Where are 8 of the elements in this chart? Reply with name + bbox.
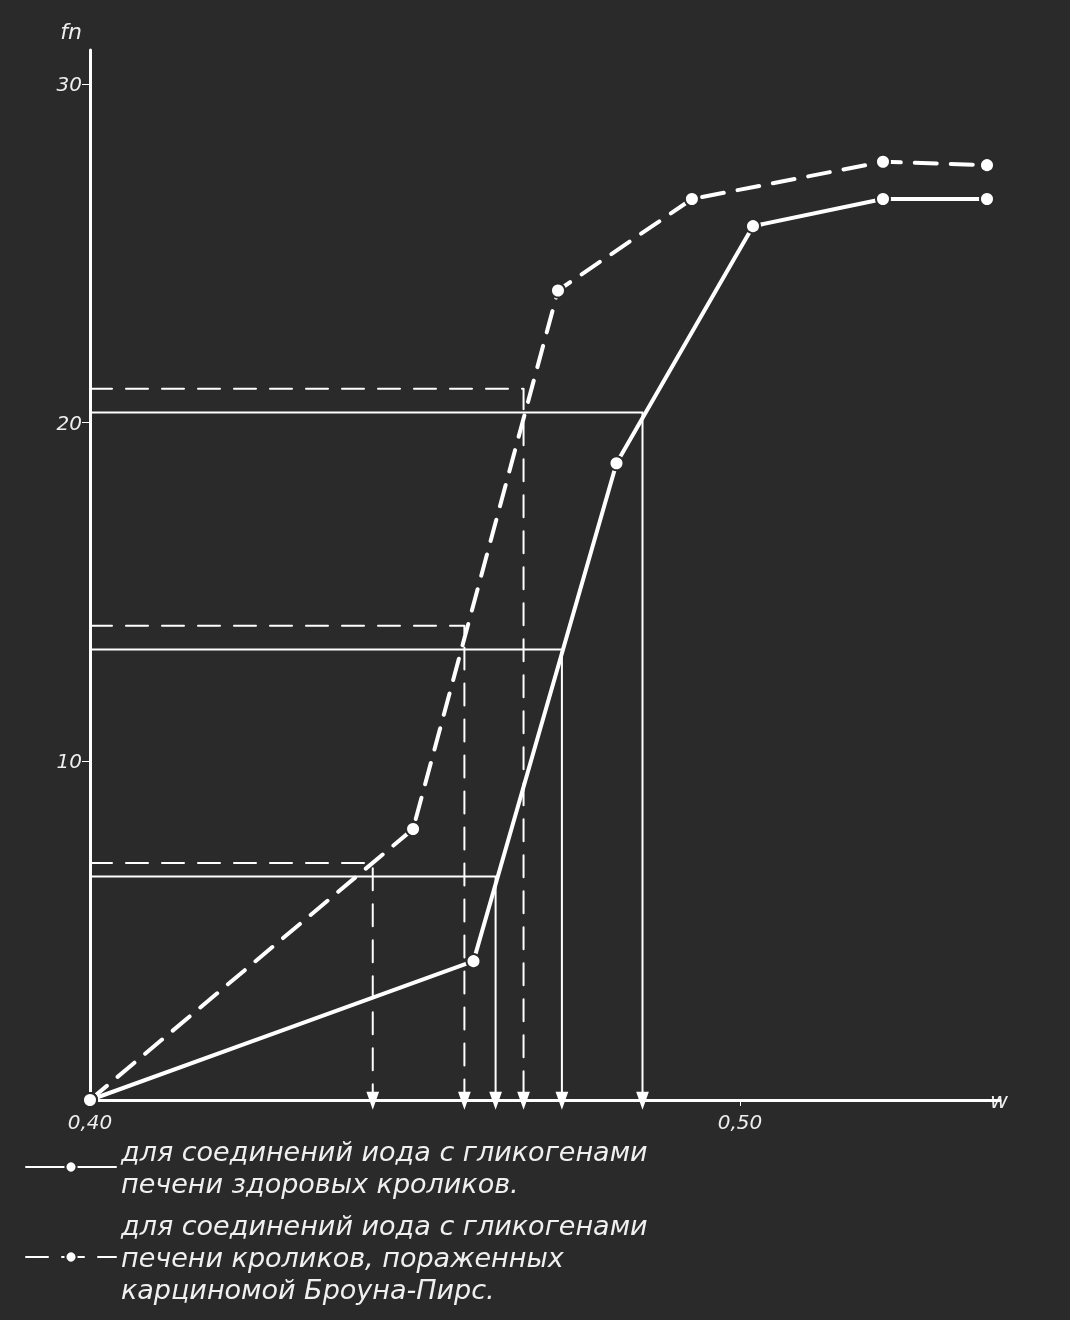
- y-tick-label: 30: [56, 71, 82, 96]
- y-axis-title: fn: [60, 18, 82, 44]
- y-tick-label: 20: [56, 410, 82, 435]
- x-tick-label: 0,50: [717, 1110, 763, 1134]
- legend-label: для соединений иода с гликогенами печени кроликов, пораженных карциномой Броуна-Пирс.: [120, 1209, 657, 1305]
- legend-label: для соединений иода с гликогенами печени здоровых кроликов.: [120, 1135, 657, 1199]
- x-tick-label: 0,40: [67, 1110, 113, 1134]
- y-tick-label: 10: [56, 749, 82, 774]
